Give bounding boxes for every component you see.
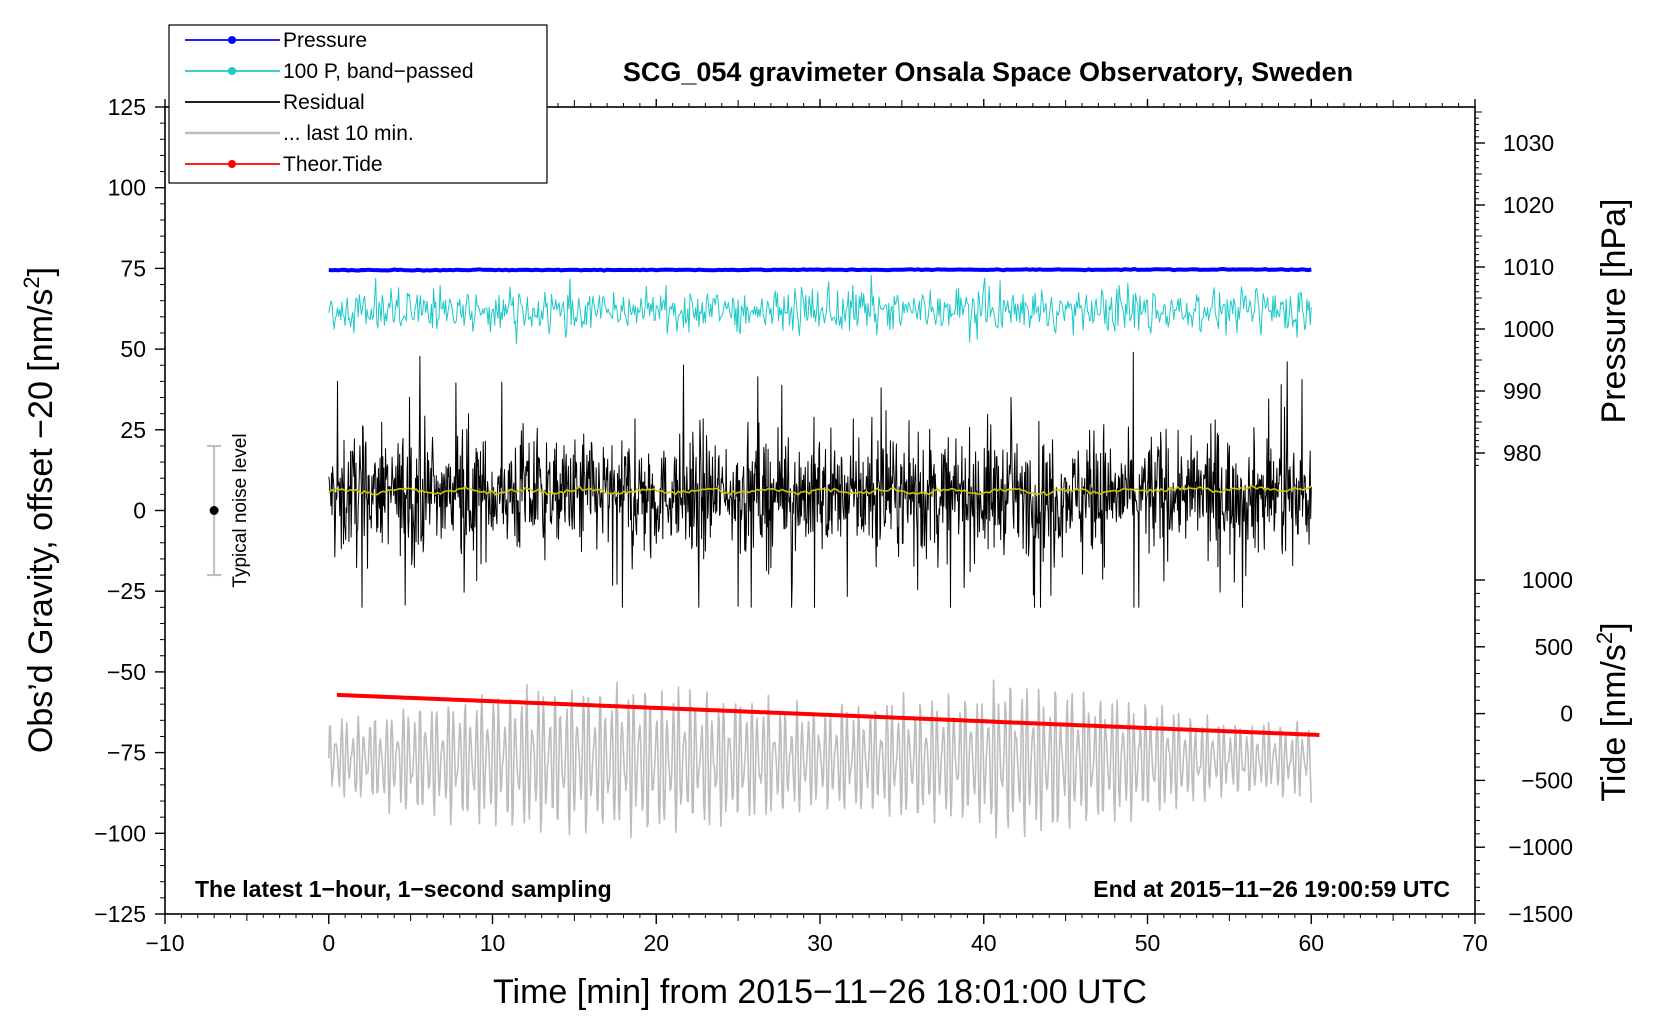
x-tick-label: 70	[1462, 930, 1488, 956]
y-left-tick-label: 125	[108, 94, 146, 120]
y-left-tick-label: −25	[107, 578, 146, 604]
legend-swatch-marker	[228, 36, 236, 44]
chart-title: SCG_054 gravimeter Onsala Space Observat…	[623, 57, 1353, 87]
tide-tick-label: 500	[1535, 634, 1573, 660]
legend-label: 100 P, band−passed	[283, 60, 474, 83]
tide-tick-label: 0	[1560, 701, 1573, 727]
y-left-tick-label: −50	[107, 659, 146, 685]
pressure-axis-title: Pressure [hPa]	[1595, 199, 1633, 424]
x-tick-label: 60	[1298, 930, 1324, 956]
pressure-tick-label: 1030	[1503, 130, 1554, 156]
y-left-tick-label: 100	[108, 175, 146, 201]
y-left-axis-title-sup: 2	[19, 276, 44, 288]
tide-tick-label: −1500	[1508, 901, 1573, 927]
legend-label: ... last 10 min.	[283, 122, 414, 145]
x-tick-label: 0	[322, 930, 335, 956]
theoretical-tide-series-line	[336, 692, 1320, 737]
y-left-tick-label: 50	[120, 336, 146, 362]
tide-axis-title-end: ]	[1595, 622, 1633, 631]
tide-axis-title-main: Tide [nm/s	[1595, 644, 1633, 801]
x-tick-label: 40	[971, 930, 997, 956]
pressure-tick-label: 1020	[1503, 192, 1554, 218]
pressure-tick-label: 990	[1503, 378, 1541, 404]
residual-smoothed-series-line	[328, 484, 1312, 497]
pressure-tick-label: 980	[1503, 440, 1541, 466]
y-left-axis-title-end: ]	[22, 267, 60, 276]
noise-level-dot	[209, 506, 219, 515]
legend-label: Residual	[283, 91, 365, 114]
pressure-tick-label: 1010	[1503, 254, 1554, 280]
legend-label: Pressure	[283, 29, 367, 52]
tide-axis-title: Tide [nm/s2]	[1592, 622, 1633, 801]
x-tick-label: 30	[807, 930, 833, 956]
end-time-note: End at 2015−11−26 19:00:59 UTC	[1093, 876, 1450, 902]
y-left-axis-title: Obs’d Gravity, offset −20 [nm/s2]	[19, 267, 60, 753]
y-left-tick-label: −125	[94, 901, 146, 927]
sampling-note: The latest 1−hour, 1−second sampling	[195, 876, 612, 902]
y-left-axis-title-main: Obs’d Gravity, offset −20 [nm/s	[22, 289, 60, 754]
legend-box	[168, 24, 548, 184]
x-tick-label: 50	[1135, 930, 1161, 956]
x-tick-label: 20	[643, 930, 669, 956]
tide-tick-label: −1000	[1508, 834, 1573, 860]
y-left-tick-label: 25	[120, 417, 146, 443]
legend-label: Theor.Tide	[283, 153, 383, 176]
tide-axis-title-sup: 2	[1592, 632, 1617, 644]
legend-swatch-marker	[228, 160, 236, 168]
last-10-min-series-line	[328, 679, 1313, 839]
noise-level-label: Typical noise level	[230, 433, 251, 587]
y-left-tick-label: −75	[107, 740, 146, 766]
pressure-series-line	[328, 267, 1312, 273]
x-tick-label: 10	[480, 930, 506, 956]
band-passed-pressure-series-line	[328, 275, 1312, 344]
x-tick-label: −10	[145, 930, 184, 956]
y-left-tick-label: −100	[94, 820, 146, 846]
legend-swatch-marker	[228, 67, 236, 75]
y-left-tick-label: 75	[120, 255, 146, 281]
tide-tick-label: −500	[1521, 767, 1573, 793]
x-axis-title: Time [min] from 2015−11−26 18:01:00 UTC	[493, 973, 1147, 1011]
pressure-tick-label: 1000	[1503, 316, 1554, 342]
y-left-tick-label: 0	[133, 498, 146, 524]
tide-tick-label: 1000	[1522, 567, 1573, 593]
residual-series-line	[328, 351, 1312, 608]
